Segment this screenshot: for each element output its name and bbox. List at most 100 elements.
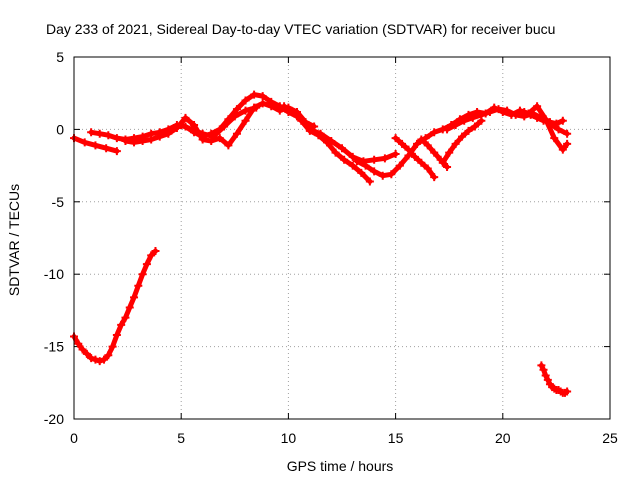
data-point [378,171,387,180]
data-point [543,375,552,384]
data-point [458,132,467,141]
data-point [537,361,546,370]
data-point [340,155,349,164]
data-point [404,145,413,154]
y-tick-label: -20 [44,411,64,427]
data-point [370,155,379,164]
data-point [430,173,439,182]
series-track-early [70,247,160,366]
data-point [481,109,490,118]
data-point [187,125,196,134]
data-point [125,303,134,312]
x-tick-label: 0 [70,430,78,446]
data-point [563,387,572,396]
series-track-e [280,102,374,186]
data-point [258,92,267,101]
data-point [230,112,239,121]
data-point [526,110,535,119]
data-point [391,150,400,159]
series-track-l [438,116,486,167]
data-point [108,342,117,351]
x-axis-label: GPS time / hours [287,458,394,474]
data-point [398,139,407,148]
data-point [370,167,379,176]
data-point [78,345,87,354]
data-point [539,365,548,374]
chart-title: Day 233 of 2021, Sidereal Day-to-day VTE… [46,21,555,37]
data-point [353,157,362,166]
data-point [423,164,432,173]
data-point [224,141,233,150]
data-point [87,128,96,137]
data-point [288,108,297,117]
data-point [563,129,572,138]
data-point [410,152,419,161]
x-tick-label: 5 [177,430,185,446]
data-point [387,170,396,179]
grid [74,57,610,419]
x-tick-label: 15 [388,430,404,446]
data-point [134,281,143,290]
data-point [443,125,452,134]
data-point [361,161,370,170]
data-point [138,136,147,145]
data-point [232,105,241,114]
data-point [112,147,121,156]
data-point [473,108,482,117]
data-point [490,103,499,112]
x-tick-label: 25 [602,430,618,446]
data-point [554,125,563,134]
data-point [267,102,276,111]
series-track-g [353,121,456,180]
data-point [507,110,516,119]
data-point [155,132,164,141]
data-point [275,106,284,115]
data-point [100,355,109,364]
data-point [445,148,454,157]
data-point [539,116,548,125]
data-point [252,103,261,112]
data-point [533,102,542,111]
data-point [380,154,389,163]
data-point [305,125,314,134]
data-points [70,90,572,397]
data-point [112,331,121,340]
series-trail [71,248,158,364]
data-point [112,134,121,143]
data-point [232,129,241,138]
data-point [220,122,229,131]
data-point [533,113,542,122]
data-point [541,371,550,380]
data-point [172,123,181,132]
data-point [558,116,567,125]
data-point [316,129,325,138]
y-tick-label: -15 [44,339,64,355]
ticks: 0 5 10 15 20 25 -20 -15 -10 -5 0 5 [44,49,618,446]
series-track-h [391,134,439,182]
data-point [477,116,486,125]
data-point [258,99,267,108]
data-point [280,102,289,111]
data-point [451,139,460,148]
data-point [164,129,173,138]
series-track-b [87,90,301,144]
data-point [95,129,104,138]
data-point [209,132,218,141]
data-point [464,126,473,135]
data-point [430,148,439,157]
data-point [87,354,96,363]
data-point [365,177,374,186]
data-point [241,96,250,105]
x-tick-label: 10 [281,430,297,446]
data-point [520,108,529,117]
data-point [104,351,113,360]
data-point [327,136,336,145]
series-track-d [177,103,261,141]
data-point [430,128,439,137]
data-point [142,260,151,269]
data-point [331,148,340,157]
data-point [147,135,156,144]
data-point [443,163,452,172]
data-point [117,320,126,329]
